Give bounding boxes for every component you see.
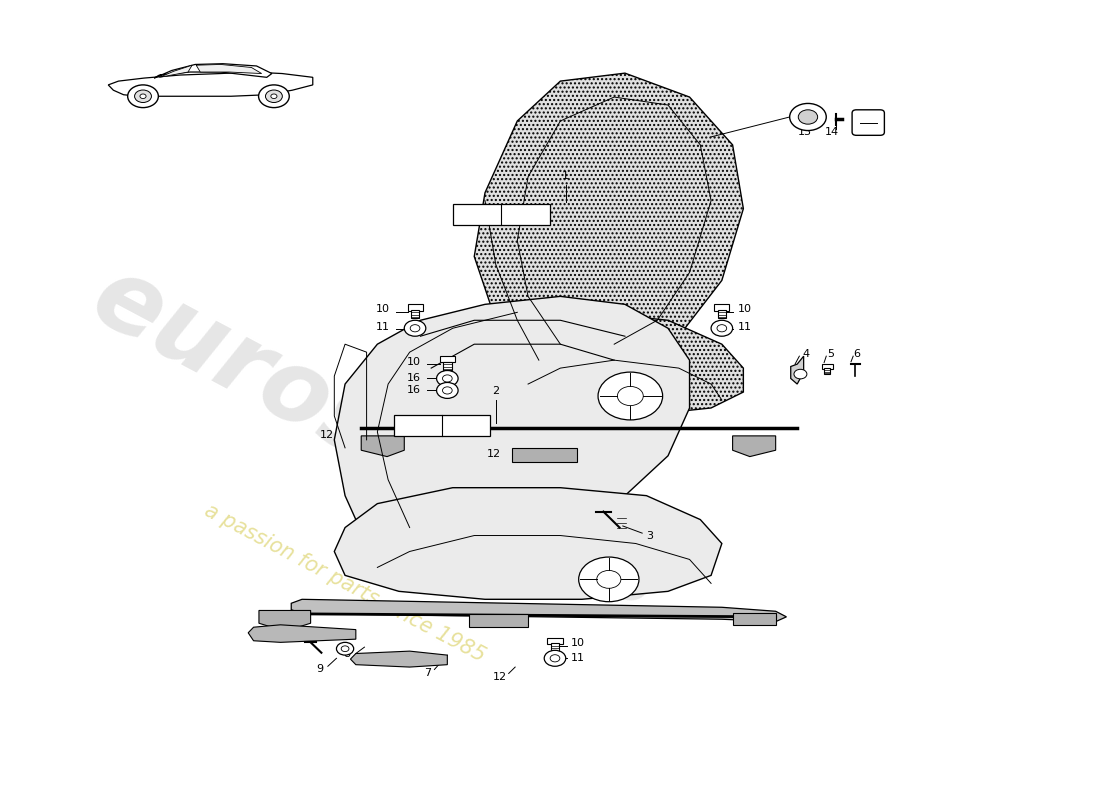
Circle shape — [337, 642, 354, 655]
Text: 12: 12 — [487, 450, 502, 459]
Bar — [407, 305, 422, 310]
Bar — [410, 310, 419, 318]
Text: 9: 9 — [317, 664, 323, 674]
Text: 3-9: 3-9 — [410, 421, 426, 430]
FancyBboxPatch shape — [453, 204, 550, 225]
Text: 10: 10 — [406, 357, 420, 366]
Text: 10: 10 — [738, 304, 752, 314]
Bar — [717, 310, 726, 318]
Polygon shape — [292, 599, 786, 622]
Circle shape — [410, 325, 420, 332]
Text: 13-15: 13-15 — [452, 421, 481, 430]
Circle shape — [790, 103, 826, 130]
Circle shape — [597, 570, 620, 588]
Text: 3-9: 3-9 — [469, 210, 485, 219]
Circle shape — [265, 90, 283, 102]
Polygon shape — [334, 488, 722, 599]
Circle shape — [405, 320, 426, 336]
Text: 1: 1 — [562, 170, 569, 181]
Bar — [469, 614, 528, 627]
FancyBboxPatch shape — [852, 110, 884, 135]
Circle shape — [442, 387, 452, 394]
Text: 10: 10 — [571, 638, 585, 648]
Text: 12: 12 — [320, 430, 334, 440]
Text: 11: 11 — [376, 322, 390, 333]
Circle shape — [128, 85, 158, 108]
Circle shape — [271, 94, 277, 98]
Polygon shape — [108, 72, 312, 96]
Circle shape — [134, 90, 152, 102]
Circle shape — [258, 85, 289, 108]
Bar — [443, 362, 452, 370]
Text: 13-15: 13-15 — [512, 210, 539, 219]
Polygon shape — [351, 651, 448, 667]
Bar — [733, 613, 775, 625]
Polygon shape — [485, 312, 744, 416]
Circle shape — [579, 557, 639, 602]
Text: 11: 11 — [738, 322, 752, 333]
Circle shape — [437, 370, 458, 386]
Text: 8: 8 — [343, 649, 351, 658]
Circle shape — [442, 375, 452, 382]
Circle shape — [711, 320, 733, 336]
Text: 11: 11 — [571, 653, 585, 662]
Bar — [551, 643, 559, 652]
Text: 4: 4 — [803, 349, 810, 358]
Circle shape — [550, 654, 560, 662]
Text: 16: 16 — [406, 373, 420, 382]
Text: 5: 5 — [827, 349, 834, 358]
Circle shape — [617, 386, 643, 406]
Text: eurospares: eurospares — [75, 249, 680, 631]
Text: 10: 10 — [376, 304, 390, 314]
Circle shape — [717, 325, 727, 332]
Polygon shape — [733, 436, 775, 457]
Circle shape — [544, 650, 565, 666]
Bar — [548, 638, 562, 644]
Text: 6: 6 — [854, 349, 860, 358]
Polygon shape — [474, 73, 744, 368]
Polygon shape — [160, 66, 192, 78]
Bar — [440, 356, 455, 362]
Text: 12: 12 — [493, 673, 506, 682]
Circle shape — [794, 370, 807, 379]
Text: 16: 16 — [406, 386, 420, 395]
Polygon shape — [791, 356, 804, 384]
FancyBboxPatch shape — [394, 415, 491, 436]
Bar — [822, 364, 833, 369]
Polygon shape — [249, 625, 355, 642]
Text: 14: 14 — [825, 127, 838, 137]
Bar — [714, 305, 729, 310]
Bar — [512, 448, 576, 462]
Polygon shape — [334, 296, 690, 551]
Polygon shape — [196, 65, 262, 74]
Text: a passion for parts since 1985: a passion for parts since 1985 — [201, 501, 488, 666]
Circle shape — [437, 382, 458, 398]
Circle shape — [140, 94, 146, 98]
Bar — [824, 368, 830, 374]
Polygon shape — [361, 436, 405, 457]
Text: 13: 13 — [798, 127, 812, 137]
Circle shape — [598, 372, 662, 420]
Circle shape — [341, 646, 349, 652]
Text: 15: 15 — [852, 127, 867, 137]
Text: 7: 7 — [425, 668, 431, 678]
Text: 2: 2 — [492, 386, 499, 396]
Polygon shape — [154, 64, 272, 78]
Polygon shape — [258, 610, 310, 631]
Circle shape — [799, 110, 817, 124]
Text: 3: 3 — [647, 530, 653, 541]
